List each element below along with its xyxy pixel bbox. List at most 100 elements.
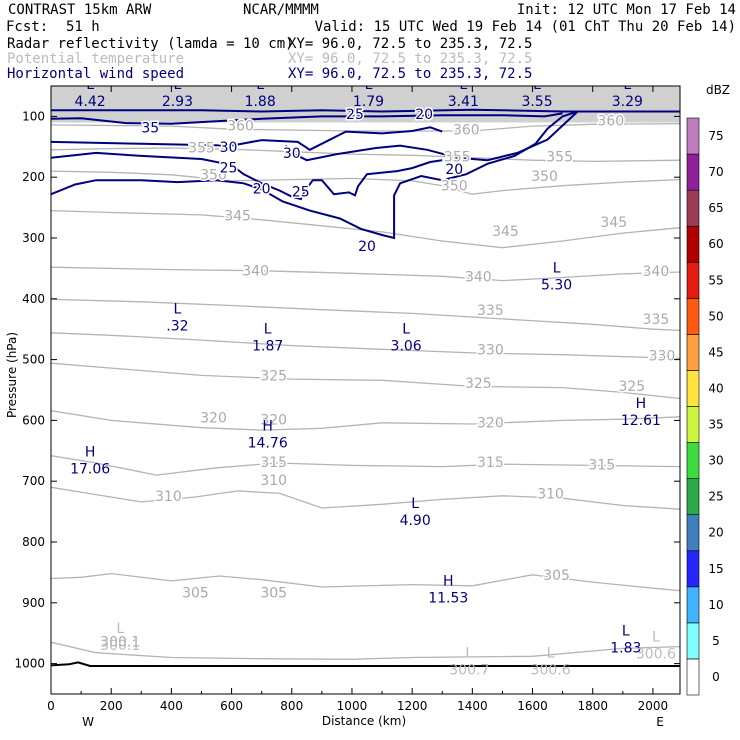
header-fcst-label: Fcst: bbox=[6, 19, 48, 35]
theta-contour-label: 315 bbox=[477, 455, 504, 471]
colorbar-level-label: 15 bbox=[708, 562, 723, 576]
theta-contour-label: 345 bbox=[492, 224, 519, 240]
theta-contour-300 bbox=[51, 641, 680, 660]
theta-contour-label: 315 bbox=[588, 457, 615, 473]
wind-contour-label: 20 bbox=[445, 162, 463, 178]
theta-extremum-symbol: L bbox=[547, 645, 555, 661]
theta-extremum-value: 300.1 bbox=[100, 638, 140, 654]
colorbar-swatch-70 bbox=[686, 153, 700, 191]
x-tick-label: 800 bbox=[280, 699, 303, 713]
wind-contour-label: 20 bbox=[253, 181, 271, 197]
theta-contour-label: 320 bbox=[260, 412, 287, 428]
theta-contour-label: 330 bbox=[649, 349, 676, 365]
colorbar-swatch-5 bbox=[686, 622, 700, 660]
theta-contour-350 bbox=[51, 170, 680, 195]
theta-contour-label: 360 bbox=[597, 113, 624, 129]
colorbar-level-label: 30 bbox=[708, 454, 723, 468]
wind-extremum-value: 11.53 bbox=[428, 591, 468, 607]
wind-contour-30-2 bbox=[51, 126, 443, 151]
wind-extremum-value: 3.55 bbox=[521, 94, 552, 110]
y-tick-label: 800 bbox=[22, 535, 45, 549]
colorbar-swatch-55 bbox=[686, 261, 700, 299]
colorbar-swatch-15 bbox=[686, 550, 700, 588]
theta-contour-label: 355 bbox=[546, 150, 573, 166]
theta-contour-label: 310 bbox=[155, 489, 182, 505]
colorbar-swatch-0 bbox=[686, 658, 700, 696]
theta-contour-label: 350 bbox=[441, 178, 468, 194]
colorbar-swatch-75 bbox=[686, 117, 700, 155]
y-tick-label: 300 bbox=[22, 231, 45, 245]
y-tick-label: 700 bbox=[22, 474, 45, 488]
x-tick-label: 200 bbox=[100, 699, 123, 713]
theta-contour-label: 360 bbox=[453, 122, 480, 138]
theta-contour-label: 340 bbox=[242, 263, 269, 279]
theta-extremum-symbol: L bbox=[116, 621, 124, 637]
field-wind-name: Horizontal wind speed bbox=[7, 66, 184, 82]
field-reflectivity-name: Radar reflectivity (lamda = 10 cm) bbox=[7, 36, 294, 52]
wind-contour-label: 30 bbox=[220, 140, 238, 156]
wind-extremum-symbol: L bbox=[533, 77, 541, 93]
theta-contour-310 bbox=[51, 486, 680, 510]
x-tick-label: 1000 bbox=[337, 699, 368, 713]
wind-contour-label: 20 bbox=[358, 239, 376, 255]
colorbar-title: dBZ bbox=[706, 83, 730, 97]
wind-contour-label: 20 bbox=[415, 107, 433, 123]
wind-contour-label: 25 bbox=[292, 184, 310, 200]
wind-extremum-value: 1.87 bbox=[252, 338, 283, 354]
theta-contour-340 bbox=[51, 266, 680, 282]
theta-contour-label: 300.1 bbox=[100, 634, 140, 650]
theta-contour-355 bbox=[51, 147, 680, 163]
theta-contour-label: 335 bbox=[477, 303, 504, 319]
wind-extremum-symbol: L bbox=[623, 77, 631, 93]
wind-extremum-value: 4.42 bbox=[75, 94, 106, 110]
wind-extremum-value: 4.90 bbox=[400, 513, 431, 529]
wind-extremum-symbol: L bbox=[173, 77, 181, 93]
theta-contour-label: 345 bbox=[600, 215, 627, 231]
theta-contour-label: 305 bbox=[182, 586, 209, 602]
wind-extremum-value: 12.61 bbox=[621, 413, 661, 429]
x-tick-label: 1600 bbox=[517, 699, 548, 713]
colorbar-swatch-20 bbox=[686, 514, 700, 552]
theta-contour-320 bbox=[51, 410, 680, 431]
colorbar-level-label: 40 bbox=[708, 381, 723, 395]
colorbar-swatch-40 bbox=[686, 370, 700, 407]
x-end-label-west: W bbox=[82, 715, 94, 729]
colorbar-level-label: 45 bbox=[708, 345, 723, 359]
theta-contour-label: 330 bbox=[477, 342, 504, 358]
theta-contour-label: 320 bbox=[200, 411, 227, 427]
wind-extremum-symbol: L bbox=[86, 77, 94, 93]
wind-extremum-symbol: H bbox=[636, 396, 647, 412]
y-tick-label: 400 bbox=[22, 292, 45, 306]
theta-contour-label: 325 bbox=[465, 376, 492, 392]
colorbar-level-label: 5 bbox=[712, 634, 720, 648]
x-end-label-east: E bbox=[656, 715, 664, 729]
wind-extremum-symbol: H bbox=[262, 419, 273, 435]
wind-extremum-value: .32 bbox=[166, 318, 188, 334]
x-tick-label: 1200 bbox=[397, 699, 428, 713]
wind-extremum-symbol: L bbox=[256, 77, 264, 93]
colorbar-swatch-35 bbox=[686, 406, 700, 443]
theta-contour-label: 355 bbox=[444, 150, 471, 166]
header-valid: Valid: 15 UTC Wed 19 Feb 14 (01 ChT Thu … bbox=[315, 19, 736, 35]
wind-extremum-symbol: L bbox=[553, 261, 561, 277]
wind-contour-label: 25 bbox=[220, 161, 238, 177]
y-tick-label: 900 bbox=[22, 596, 45, 610]
wind-extremum-value: 1.88 bbox=[245, 94, 276, 110]
theta-contour-315 bbox=[51, 455, 680, 476]
y-axis-label: Pressure (hPa) bbox=[5, 332, 19, 418]
wind-contour-label: 30 bbox=[283, 146, 301, 162]
theta-contour-label: 315 bbox=[260, 455, 287, 471]
x-axis-label: Distance (km) bbox=[322, 714, 406, 728]
y-tick-label: 600 bbox=[22, 413, 45, 427]
theta-contour-label: 350 bbox=[531, 169, 558, 185]
wind-extremum-value: 17.06 bbox=[70, 462, 110, 478]
colorbar-swatch-25 bbox=[686, 478, 700, 515]
header-source: NCAR/MMMM bbox=[243, 2, 319, 18]
colorbar-level-label: 70 bbox=[708, 165, 723, 179]
colorbar: 0 5 10 15 20 25 30 35 40 45 50 55 60 65 70 75 bbox=[686, 117, 724, 696]
axes: 0 200 400 600 800 1000 1200 1400 1600 1800 2000 100… bbox=[14, 85, 681, 713]
colorbar-level-label: 25 bbox=[708, 490, 723, 504]
wind-extremum-symbol: L bbox=[173, 301, 181, 317]
theta-contour-305 bbox=[51, 572, 680, 592]
y-tick-label: 500 bbox=[22, 353, 45, 367]
